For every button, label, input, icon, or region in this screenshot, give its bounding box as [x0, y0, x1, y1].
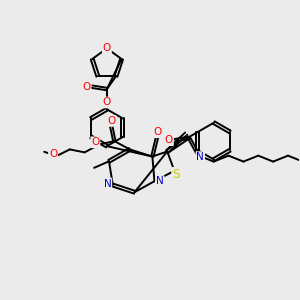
Text: O: O [165, 135, 173, 145]
Text: O: O [103, 44, 111, 53]
Text: O: O [153, 127, 162, 137]
Text: O: O [91, 137, 99, 147]
Text: O: O [82, 82, 91, 92]
Text: N: N [196, 152, 204, 162]
Text: N: N [103, 178, 111, 189]
Text: O: O [107, 116, 116, 126]
Text: S: S [172, 168, 179, 181]
Text: N: N [156, 176, 164, 186]
Text: O: O [49, 148, 57, 159]
Text: O: O [103, 98, 111, 107]
